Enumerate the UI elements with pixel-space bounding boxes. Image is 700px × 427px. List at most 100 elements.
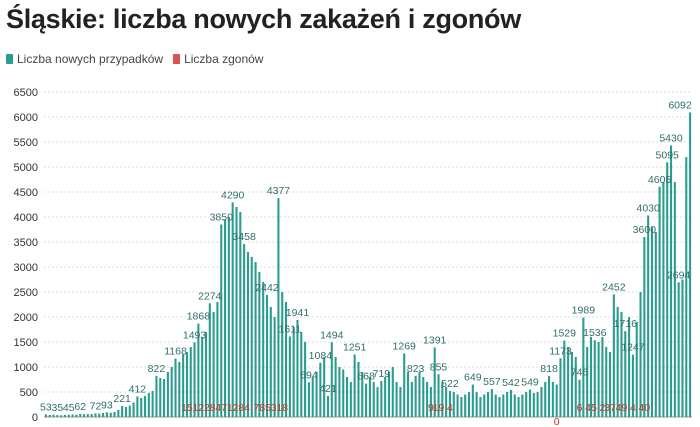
legend-item-deaths[interactable]: Liczba zgonów [173, 52, 263, 66]
bar-cases-69 [307, 382, 310, 417]
bar-cases-121 [506, 392, 509, 417]
bar-cases-99 [422, 377, 425, 417]
data-label-cases-127: 549 [521, 377, 539, 389]
data-label-cases-69: 694 [300, 369, 318, 381]
bar-cases-33 [170, 367, 173, 417]
bar-cases-97 [414, 375, 417, 417]
data-label-deaths-134: 0 [554, 416, 560, 427]
bar-cases-80 [349, 382, 352, 417]
bar-cases-152 [624, 331, 627, 417]
chart-title: Śląskie: liczba nowych zakażeń i zgonów [6, 4, 521, 34]
data-label-cases-66: 1941 [286, 307, 310, 319]
bar-cases-59 [269, 307, 272, 417]
bar-cases-162 [662, 182, 665, 417]
bar-cases-22 [128, 405, 131, 417]
bar-cases-128 [532, 393, 535, 417]
bar-cases-47 [224, 219, 227, 417]
bar-cases-153 [628, 317, 631, 417]
bar-cases-64 [288, 336, 291, 417]
legend-item-cases[interactable]: Liczba nowych przypadków [6, 52, 163, 66]
bar-cases-15 [102, 413, 105, 417]
bar-cases-62 [281, 292, 284, 417]
bar-cases-10 [82, 414, 86, 417]
data-label-cases-106: 522 [441, 378, 459, 390]
bar-cases-110 [464, 394, 467, 417]
data-label-cases-6: 45 [63, 402, 75, 414]
data-label-cases-169: 6092 [668, 99, 692, 111]
bar-cases-154 [631, 354, 634, 417]
bar-cases-147 [605, 347, 608, 417]
bar-cases-8 [75, 414, 78, 417]
bar-cases-75 [330, 342, 333, 417]
bar-cases-21 [124, 407, 128, 417]
bar-cases-103 [437, 374, 440, 417]
bar-cases-76 [334, 357, 337, 417]
bar-cases-17 [109, 412, 112, 417]
bar-cases-140 [578, 379, 581, 417]
data-label-cases-40: 1868 [187, 311, 211, 323]
bar-cases-36 [182, 354, 185, 417]
bar-cases-134 [555, 384, 558, 417]
bar-cases-37 [185, 352, 188, 417]
data-label-cases-16: 93 [101, 399, 113, 411]
bar-cases-72 [319, 362, 322, 417]
bar-cases-45 [216, 302, 219, 417]
bar-cases-143 [589, 337, 593, 417]
bar-cases-98 [418, 372, 421, 417]
bar-cases-151 [620, 312, 623, 417]
bar-cases-13 [94, 413, 97, 417]
bar-cases-150 [616, 307, 619, 417]
data-label-deaths-148: 37 [604, 402, 616, 414]
y-tick-label-6500: 6500 [14, 87, 38, 99]
legend: Liczba nowych przypadków Liczba zgonów [6, 52, 263, 66]
bar-cases-141 [582, 317, 585, 417]
bar-cases-40 [197, 323, 200, 417]
bar-cases-155 [635, 322, 638, 417]
bar-cases-4 [60, 415, 63, 417]
bar-cases-63 [284, 302, 288, 417]
data-label-cases-149: 2452 [602, 281, 626, 293]
bar-cases-101 [429, 387, 432, 417]
bar-cases-137 [567, 347, 570, 417]
bar-cases-120 [502, 394, 505, 417]
data-label-cases-49: 4290 [221, 190, 245, 202]
bar-cases-87 [376, 387, 379, 417]
bar-cases-81 [353, 354, 356, 417]
bar-cases-138 [570, 352, 573, 417]
bar-cases-65 [292, 327, 295, 417]
bar-cases-131 [544, 382, 547, 417]
bar-cases-89 [384, 377, 387, 417]
bar-cases-5 [63, 414, 67, 417]
bar-cases-160 [654, 232, 657, 417]
data-label-cases-102: 1391 [423, 334, 447, 346]
bar-cases-34 [174, 358, 177, 417]
y-tick-label-500: 500 [20, 387, 38, 399]
y-tick-label-1000: 1000 [14, 362, 38, 374]
bar-cases-78 [342, 369, 345, 417]
y-tick-label-4500: 4500 [14, 187, 38, 199]
data-label-cases-3: 35 [51, 402, 63, 414]
bar-cases-145 [597, 342, 600, 417]
bar-cases-7 [71, 414, 74, 417]
data-label-cases-72: 1084 [309, 350, 333, 362]
y-tick-label-3000: 3000 [14, 262, 38, 274]
bar-cases-66 [296, 319, 299, 417]
y-tick-label-5500: 5500 [14, 137, 38, 149]
bar-cases-30 [159, 378, 162, 417]
bar-cases-77 [338, 367, 341, 417]
data-label-cases-152: 1716 [614, 318, 638, 330]
bar-cases-12 [90, 414, 93, 417]
bar-cases-161 [658, 186, 661, 417]
data-label-cases-122: 542 [502, 377, 520, 389]
bar-cases-71 [315, 372, 318, 417]
bar-cases-130 [540, 387, 543, 417]
bar-cases-167 [681, 279, 684, 417]
bar-cases-95 [406, 372, 410, 417]
bar-cases-56 [258, 272, 261, 417]
bar-cases-135 [559, 358, 562, 417]
bar-cases-52 [243, 244, 246, 417]
bar-cases-94 [403, 353, 406, 417]
bar-cases-109 [460, 397, 463, 417]
bar-cases-54 [250, 257, 253, 417]
bar-cases-133 [551, 382, 554, 417]
